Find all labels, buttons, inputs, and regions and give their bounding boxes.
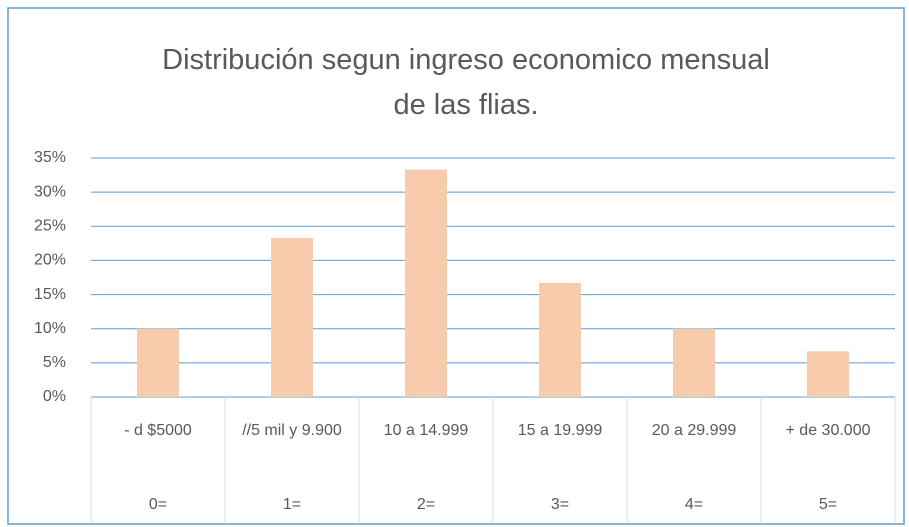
bar [137, 328, 179, 397]
bar [405, 169, 447, 397]
x-group-label: 2= [416, 496, 436, 513]
y-tick-label: 15% [34, 286, 66, 303]
bar [807, 351, 849, 397]
y-tick-label: 0% [43, 388, 66, 405]
x-tick-label: //5 mil y 9.900 [242, 422, 342, 439]
x-tick-label: 15 a 19.999 [517, 422, 603, 439]
chart-frame [7, 7, 905, 525]
x-tick-label: 20 a 29.999 [651, 422, 737, 439]
chart-title: Distribución segun ingreso economico men… [162, 44, 770, 121]
x-tick-label: - d $5000 [124, 422, 192, 439]
x-group-label: 3= [550, 496, 570, 513]
y-tick-label: 30% [34, 183, 66, 200]
bar [673, 328, 715, 397]
y-tick-label: 35% [34, 149, 66, 166]
y-tick-label: 25% [34, 218, 66, 235]
y-tick-label: 20% [34, 252, 66, 269]
x-group-label: 4= [684, 496, 704, 513]
x-group-label: 5= [818, 496, 838, 513]
x-tick-label: 10 a 14.999 [383, 422, 469, 439]
bar [271, 237, 313, 397]
bar [539, 282, 581, 397]
y-tick-label: 10% [34, 320, 66, 337]
x-tick-label: + de 30.000 [785, 422, 871, 439]
y-tick-label: 5% [43, 354, 66, 371]
x-group-label: 0= [148, 496, 168, 513]
x-group-label: 1= [282, 496, 302, 513]
